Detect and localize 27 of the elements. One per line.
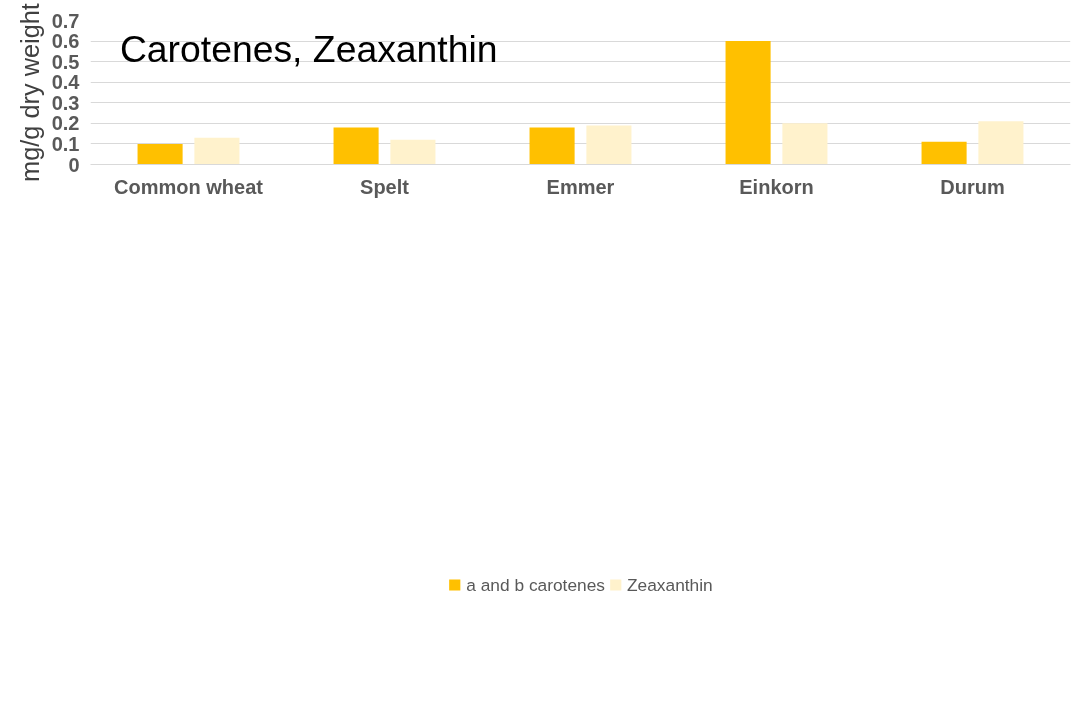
y-tick-label: 0.7	[51, 9, 80, 32]
bar	[921, 141, 967, 165]
bar	[390, 139, 436, 165]
x-tick-label: Durum	[940, 175, 1005, 198]
bar	[194, 137, 240, 165]
bar	[137, 143, 183, 165]
chart-title: Carotenes, Zeaxanthin	[119, 28, 498, 71]
bar	[333, 127, 379, 165]
bar	[782, 123, 828, 165]
legend-label: a and b carotenes	[466, 574, 605, 596]
x-tick-label: Spelt	[360, 175, 410, 198]
y-tick-label: 0.5	[51, 50, 80, 73]
bar	[978, 121, 1024, 165]
x-tick-label: Common wheat	[114, 175, 264, 198]
bar	[725, 41, 771, 165]
y-tick-label: 0	[68, 153, 80, 176]
legend-label: Zeaxanthin	[626, 574, 713, 596]
y-axis-title: mg/g dry weight	[15, 3, 44, 182]
y-tick-label: 0.2	[51, 112, 80, 135]
x-tick-label: Einkorn	[739, 175, 814, 198]
y-tick-label: 0.6	[51, 30, 80, 53]
y-tick-label: 0.3	[51, 91, 80, 114]
y-tick-label: 0.1	[51, 132, 80, 155]
bar	[586, 125, 632, 165]
bar	[529, 127, 575, 165]
x-tick-label: Emmer	[546, 175, 615, 198]
y-tick-label: 0.4	[51, 71, 81, 94]
